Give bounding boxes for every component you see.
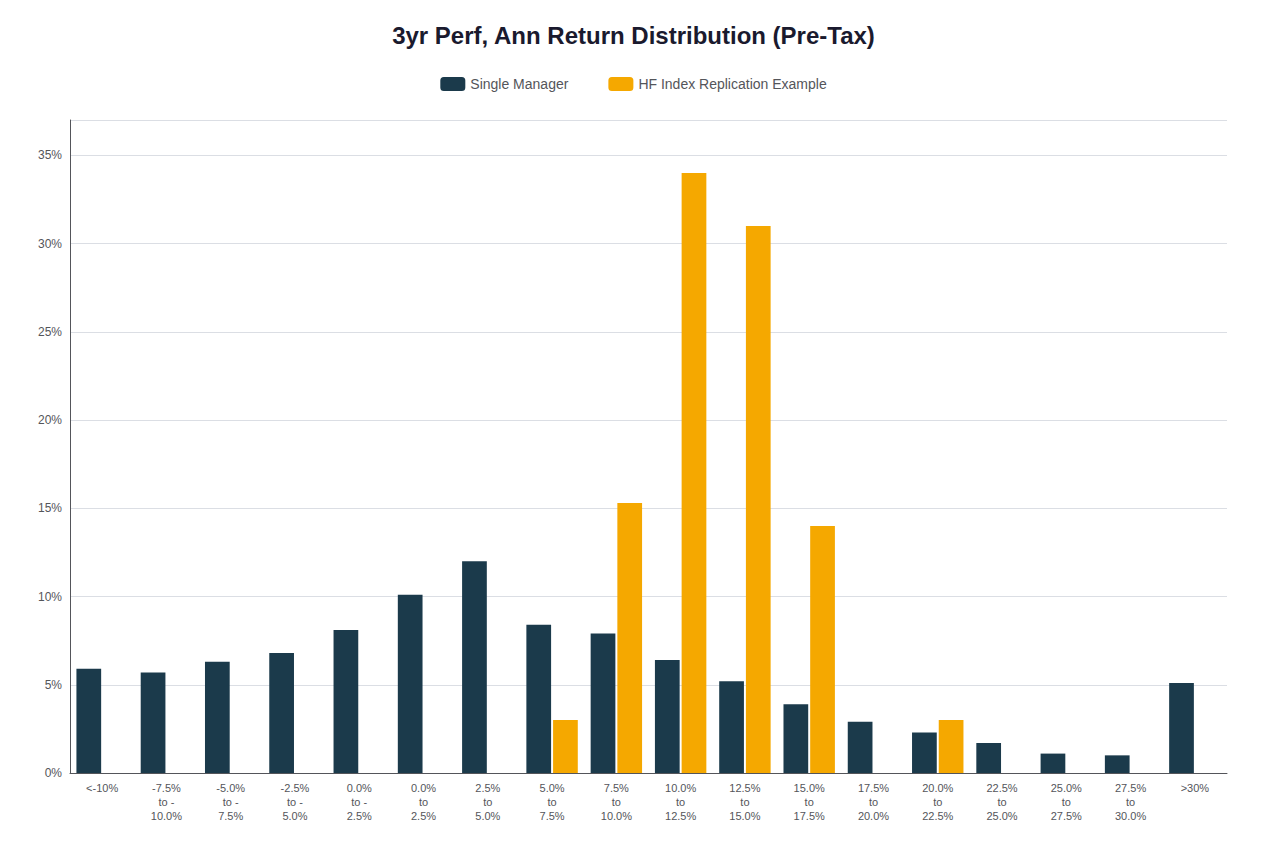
svg-text:30%: 30%: [38, 237, 62, 251]
svg-text:to -: to -: [223, 796, 239, 808]
svg-text:15.0%: 15.0%: [729, 810, 760, 822]
svg-text:30.0%: 30.0%: [1115, 810, 1146, 822]
svg-text:-5.0%: -5.0%: [216, 782, 245, 794]
svg-text:to: to: [1062, 796, 1071, 808]
svg-text:>30%: >30%: [1181, 782, 1210, 794]
svg-text:to: to: [805, 796, 814, 808]
svg-text:25%: 25%: [38, 325, 62, 339]
svg-text:0.0%: 0.0%: [411, 782, 436, 794]
svg-text:0.0%: 0.0%: [347, 782, 372, 794]
svg-text:to: to: [740, 796, 749, 808]
svg-text:5.0%: 5.0%: [282, 810, 307, 822]
svg-text:0%: 0%: [45, 766, 63, 780]
svg-text:5.0%: 5.0%: [475, 810, 500, 822]
svg-text:20.0%: 20.0%: [858, 810, 889, 822]
svg-text:to: to: [612, 796, 621, 808]
svg-text:<-10%: <-10%: [86, 782, 118, 794]
svg-text:12.5%: 12.5%: [665, 810, 696, 822]
svg-text:to: to: [869, 796, 878, 808]
svg-text:to: to: [997, 796, 1006, 808]
svg-text:20%: 20%: [38, 413, 62, 427]
svg-text:to: to: [419, 796, 428, 808]
svg-text:15.0%: 15.0%: [794, 782, 825, 794]
svg-text:12.5%: 12.5%: [729, 782, 760, 794]
svg-text:25.0%: 25.0%: [986, 810, 1017, 822]
svg-text:10.0%: 10.0%: [601, 810, 632, 822]
svg-text:2.5%: 2.5%: [347, 810, 372, 822]
svg-text:7.5%: 7.5%: [218, 810, 243, 822]
svg-text:2.5%: 2.5%: [411, 810, 436, 822]
svg-text:10.0%: 10.0%: [665, 782, 696, 794]
svg-text:to -: to -: [351, 796, 367, 808]
svg-text:to: to: [676, 796, 685, 808]
svg-text:17.5%: 17.5%: [858, 782, 889, 794]
svg-text:to: to: [483, 796, 492, 808]
svg-text:7.5%: 7.5%: [604, 782, 629, 794]
svg-text:10.0%: 10.0%: [151, 810, 182, 822]
svg-text:35%: 35%: [38, 148, 62, 162]
svg-text:15%: 15%: [38, 501, 62, 515]
svg-text:2.5%: 2.5%: [475, 782, 500, 794]
svg-text:22.5%: 22.5%: [922, 810, 953, 822]
svg-text:3yr Perf, Ann Return Distribut: 3yr Perf, Ann Return Distribution (Pre-T…: [392, 22, 875, 49]
svg-text:22.5%: 22.5%: [986, 782, 1017, 794]
svg-text:to -: to -: [158, 796, 174, 808]
svg-text:5%: 5%: [45, 678, 63, 692]
svg-text:to: to: [933, 796, 942, 808]
svg-text:-2.5%: -2.5%: [281, 782, 310, 794]
svg-text:Single Manager: Single Manager: [470, 76, 568, 92]
svg-text:7.5%: 7.5%: [540, 810, 565, 822]
svg-text:20.0%: 20.0%: [922, 782, 953, 794]
svg-text:25.0%: 25.0%: [1051, 782, 1082, 794]
svg-text:17.5%: 17.5%: [794, 810, 825, 822]
svg-text:to: to: [547, 796, 556, 808]
svg-text:27.5%: 27.5%: [1051, 810, 1082, 822]
svg-text:10%: 10%: [38, 590, 62, 604]
svg-text:27.5%: 27.5%: [1115, 782, 1146, 794]
svg-text:to: to: [1126, 796, 1135, 808]
svg-text:to -: to -: [287, 796, 303, 808]
svg-text:-7.5%: -7.5%: [152, 782, 181, 794]
svg-text:5.0%: 5.0%: [540, 782, 565, 794]
svg-text:HF Index Replication Example: HF Index Replication Example: [638, 76, 827, 92]
